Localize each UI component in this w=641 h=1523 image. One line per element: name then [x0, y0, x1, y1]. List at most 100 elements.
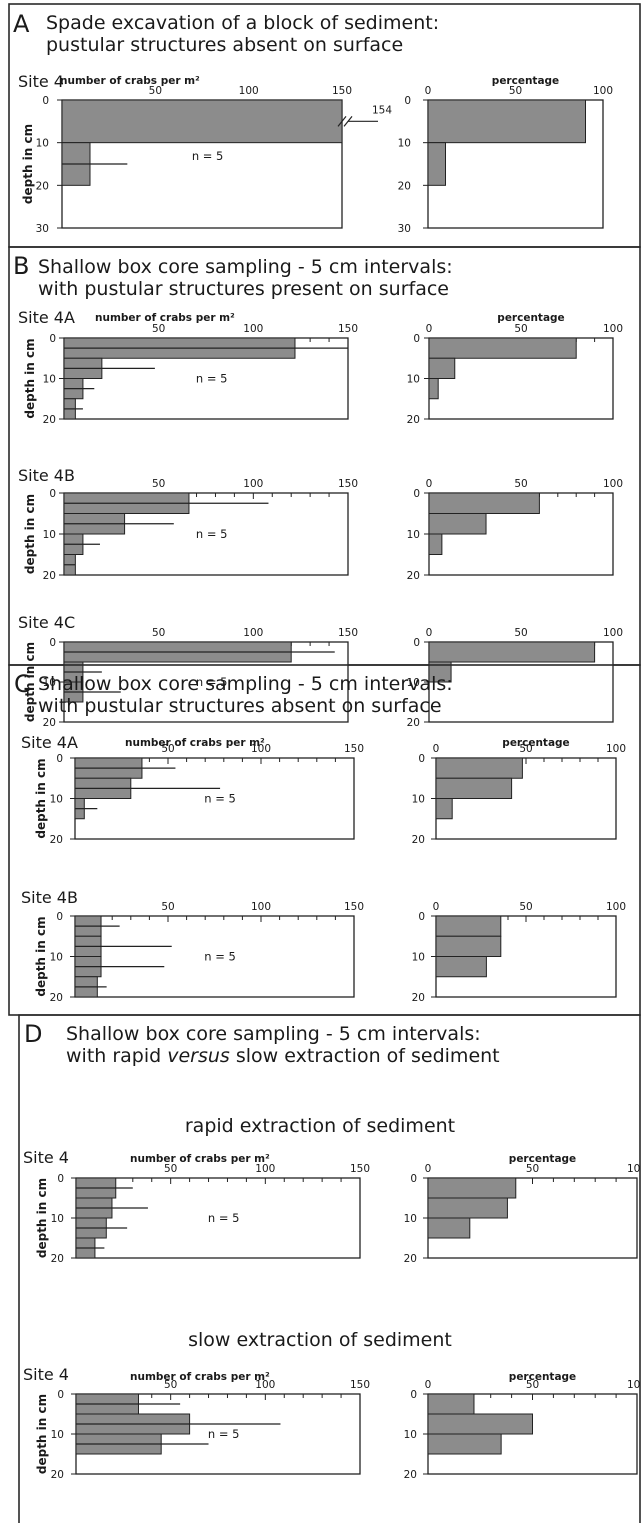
y-tick-label-right: 20 — [407, 414, 420, 426]
y-tick-label-left: 0 — [56, 753, 63, 765]
plot-frame-left — [75, 1177, 361, 1259]
x-tick-label-right: 50 — [526, 1379, 539, 1391]
y-axis-label: depth in cm — [21, 124, 35, 204]
y-tick-label-left: 10 — [50, 952, 63, 964]
y-tick-label-right: 0 — [413, 637, 420, 649]
x-tick-label-left: 50 — [161, 743, 174, 755]
percent-bar — [428, 641, 596, 663]
axis-title-left: number of crabs per m² — [130, 1371, 270, 1383]
n-label: n = 5 — [208, 1427, 240, 1441]
chart-subtitle: rapid extraction of sediment — [185, 1115, 455, 1137]
x-tick-label-right: 0 — [425, 1163, 432, 1175]
y-tick-label-right: 10 — [404, 1429, 417, 1441]
axis-title-left: number of crabs per m² — [130, 1153, 270, 1165]
panel-title-line-2: pustular structures absent on surface — [46, 34, 403, 56]
y-axis-label: depth in cm — [34, 758, 48, 838]
x-tick-label-right: 100 — [603, 478, 623, 490]
y-tick-label-left: 20 — [43, 570, 56, 582]
y-axis-label: depth in cm — [23, 338, 37, 418]
percent-bar — [427, 1413, 533, 1435]
y-tick-label-left: 10 — [43, 529, 56, 541]
axis-title-left: number of crabs per m² — [95, 312, 235, 324]
x-tick-label-right: 0 — [426, 478, 433, 490]
x-tick-label-right: 0 — [426, 323, 433, 335]
site-label: Site 4A — [21, 733, 78, 752]
x-tick-label-left: 50 — [152, 323, 165, 335]
x-tick-label-left: 50 — [164, 1379, 177, 1391]
x-tick-label-left: 100 — [255, 1163, 275, 1175]
y-tick-label-left: 10 — [51, 1429, 64, 1441]
site-label: Site 4 — [18, 72, 64, 91]
y-tick-label-right: 10 — [398, 138, 411, 150]
percent-bar — [428, 513, 487, 535]
axis-title-right: percentage — [509, 1153, 576, 1165]
x-tick-label-right: 50 — [514, 627, 527, 639]
site-label: Site 4 — [23, 1365, 69, 1384]
chart-panel-C-site-4A: Site 4A number of crabs per m² percentage5… — [21, 733, 626, 846]
x-tick-label-right: 0 — [433, 901, 440, 913]
percent-bar — [435, 777, 513, 799]
x-tick-label-left: 150 — [344, 901, 364, 913]
axis-title-right: percentage — [502, 737, 569, 749]
y-axis-label: depth in cm — [35, 1394, 49, 1474]
y-tick-label-right: 0 — [410, 1173, 417, 1185]
site-label: Site 4 — [23, 1148, 69, 1167]
y-tick-label-right: 20 — [412, 992, 425, 1004]
x-tick-label-left: 150 — [350, 1163, 370, 1175]
x-tick-label-left: 50 — [161, 901, 174, 913]
y-tick-label-left: 20 — [50, 992, 63, 1004]
y-tick-label-right: 0 — [413, 333, 420, 345]
x-tick-label-right: 0 — [425, 85, 432, 97]
panel-letter: D — [24, 1020, 42, 1048]
x-tick-label-right: 100 — [627, 1163, 641, 1175]
n-label: n = 5 — [204, 792, 236, 806]
x-tick-label-right: 100 — [603, 627, 623, 639]
x-tick-label-right: 100 — [627, 1379, 641, 1391]
axis-title-right: percentage — [509, 1371, 576, 1383]
y-axis-label: depth in cm — [23, 642, 37, 722]
y-axis-label: depth in cm — [35, 1178, 49, 1258]
panel-title-line-1: Shallow box core sampling - 5 cm interva… — [38, 673, 453, 695]
x-tick-label-left: 100 — [239, 85, 259, 97]
x-tick-label-left: 50 — [152, 478, 165, 490]
x-tick-label-right: 50 — [519, 901, 532, 913]
y-tick-label-left: 0 — [49, 637, 56, 649]
x-tick-label-right: 0 — [426, 627, 433, 639]
y-tick-label-right: 0 — [413, 488, 420, 500]
n-label: n = 5 — [196, 372, 228, 386]
y-tick-label-right: 10 — [412, 952, 425, 964]
y-axis-label: depth in cm — [34, 916, 48, 996]
y-tick-label-left: 0 — [56, 911, 63, 923]
percent-bar — [435, 915, 502, 937]
percent-bar — [428, 378, 439, 400]
x-tick-label-left: 100 — [251, 743, 271, 755]
y-tick-label-left: 20 — [43, 414, 56, 426]
percent-bar — [427, 1393, 475, 1415]
site-label: Site 4A — [18, 308, 75, 327]
x-tick-label-right: 100 — [606, 901, 626, 913]
x-tick-label-left: 100 — [251, 901, 271, 913]
y-axis-label: depth in cm — [23, 494, 37, 574]
panel-B: B Shallow box core sampling - 5 cm inter… — [8, 246, 641, 729]
panel-letter: C — [14, 670, 31, 698]
x-tick-label-right: 50 — [509, 85, 522, 97]
x-tick-label-left: 150 — [332, 85, 352, 97]
n-label: n = 5 — [192, 149, 224, 163]
percent-bar — [428, 661, 452, 683]
axis-title-left: number of crabs per m² — [60, 75, 200, 87]
y-tick-label-left: 20 — [51, 1469, 64, 1481]
percent-bar — [428, 533, 443, 555]
axis-title-right: percentage — [492, 75, 559, 87]
x-tick-label-right: 50 — [519, 743, 532, 755]
count-bar — [61, 99, 343, 144]
n-label: n = 5 — [208, 1211, 240, 1225]
x-tick-label-left: 100 — [243, 627, 263, 639]
panel-letter: A — [13, 10, 30, 38]
x-tick-label-right: 0 — [425, 1379, 432, 1391]
site-label: Site 4B — [21, 888, 78, 907]
x-tick-label-right: 100 — [603, 323, 623, 335]
x-tick-label-right: 100 — [606, 743, 626, 755]
y-tick-label-left: 20 — [36, 180, 49, 192]
